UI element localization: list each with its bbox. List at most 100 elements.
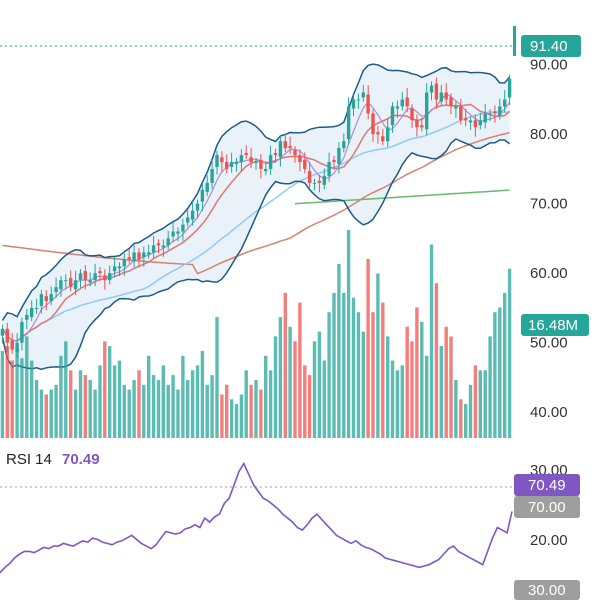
bollinger-upper-line: [1, 63, 511, 321]
volume-bar: [376, 273, 380, 438]
candle-body: [83, 271, 87, 281]
rsi-label: RSI 14: [6, 451, 52, 468]
volume-bar: [493, 312, 497, 438]
volume-bar: [195, 365, 200, 438]
candle-body: [293, 150, 297, 156]
candle: [488, 109, 492, 121]
candle: [381, 128, 385, 146]
candle: [244, 145, 248, 160]
candle: [254, 157, 258, 170]
candle: [195, 199, 200, 219]
candle: [73, 270, 78, 296]
candle-body: [454, 106, 458, 109]
volume-bar: [132, 380, 136, 438]
candle-body: [78, 273, 83, 281]
candle: [293, 146, 297, 163]
candle: [283, 133, 287, 153]
candle-body: [59, 280, 63, 290]
candle: [112, 256, 117, 277]
volume-bar: [156, 380, 161, 438]
candle: [20, 317, 24, 351]
candle-body: [278, 141, 283, 158]
candle: [225, 154, 229, 174]
candle-body: [132, 252, 136, 262]
volume-bar: [425, 355, 429, 438]
candle: [78, 269, 83, 288]
candle: [454, 100, 458, 118]
volume-bar: [488, 336, 492, 438]
volume-panel: [0, 230, 512, 438]
candle: [181, 218, 185, 241]
candle: [425, 83, 429, 136]
volume-bar: [449, 336, 453, 438]
volume-bar: [337, 263, 341, 438]
price-axis-tick: 50.00: [530, 335, 568, 352]
volume-bar: [278, 317, 283, 438]
rsi-level-tag: [514, 496, 580, 518]
candle-body: [234, 162, 239, 165]
volume-bar: [0, 350, 5, 438]
candle-body: [142, 252, 146, 258]
rsi-line: [0, 461, 513, 574]
candle-body: [98, 271, 102, 274]
candle-body: [112, 266, 117, 272]
candle: [34, 298, 39, 314]
volume-bar: [186, 380, 190, 438]
candle: [493, 105, 497, 123]
candle: [307, 161, 312, 189]
volume-bar: [10, 360, 14, 438]
candle: [317, 174, 322, 193]
candle: [464, 108, 468, 127]
volume-bar: [249, 384, 253, 438]
candle-body: [429, 85, 434, 93]
candle: [390, 102, 395, 133]
volume-bar: [298, 302, 302, 438]
candle-body: [425, 92, 429, 130]
candle-body: [186, 217, 190, 223]
candle-body: [88, 280, 92, 283]
candle: [200, 183, 205, 211]
volume-bar: [307, 375, 312, 438]
candle: [449, 93, 453, 115]
rsi-bottom-tag: [514, 580, 580, 600]
candle: [498, 98, 502, 120]
volume-bar: [478, 370, 482, 438]
volume-bar: [190, 370, 195, 438]
volume-bar: [20, 358, 24, 438]
volume-bar: [73, 389, 78, 438]
candle-body: [25, 314, 29, 320]
price-panel: [0, 45, 512, 371]
candle-body: [176, 231, 180, 234]
candle: [98, 267, 102, 281]
candle-body: [229, 162, 234, 167]
volume-bar: [220, 394, 224, 438]
volume-bar: [400, 365, 404, 438]
candle-body: [342, 141, 346, 149]
candle-body: [327, 162, 331, 176]
volume-bar: [405, 326, 409, 438]
volume-bar: [69, 370, 73, 438]
candle: [366, 85, 370, 120]
candle-body: [473, 120, 478, 128]
candle: [503, 90, 507, 113]
candle: [483, 104, 487, 129]
last-price-marker: [513, 26, 516, 56]
candle-body: [166, 238, 170, 246]
candle: [376, 126, 380, 144]
candle-body: [264, 169, 268, 172]
candle-body: [171, 231, 175, 237]
volume-bar: [15, 348, 19, 438]
rsi-value-tag-text: 70.49: [528, 477, 566, 494]
volume-bar: [225, 384, 229, 438]
candle-body: [371, 113, 375, 135]
candle: [507, 74, 512, 106]
candle-body: [117, 266, 122, 269]
candle-body: [405, 97, 409, 107]
candle-body: [322, 175, 326, 185]
candle: [117, 262, 122, 276]
volume-bar: [483, 370, 487, 438]
volume-bar: [346, 230, 351, 438]
volume-bar: [64, 341, 68, 438]
candle: [405, 88, 409, 113]
